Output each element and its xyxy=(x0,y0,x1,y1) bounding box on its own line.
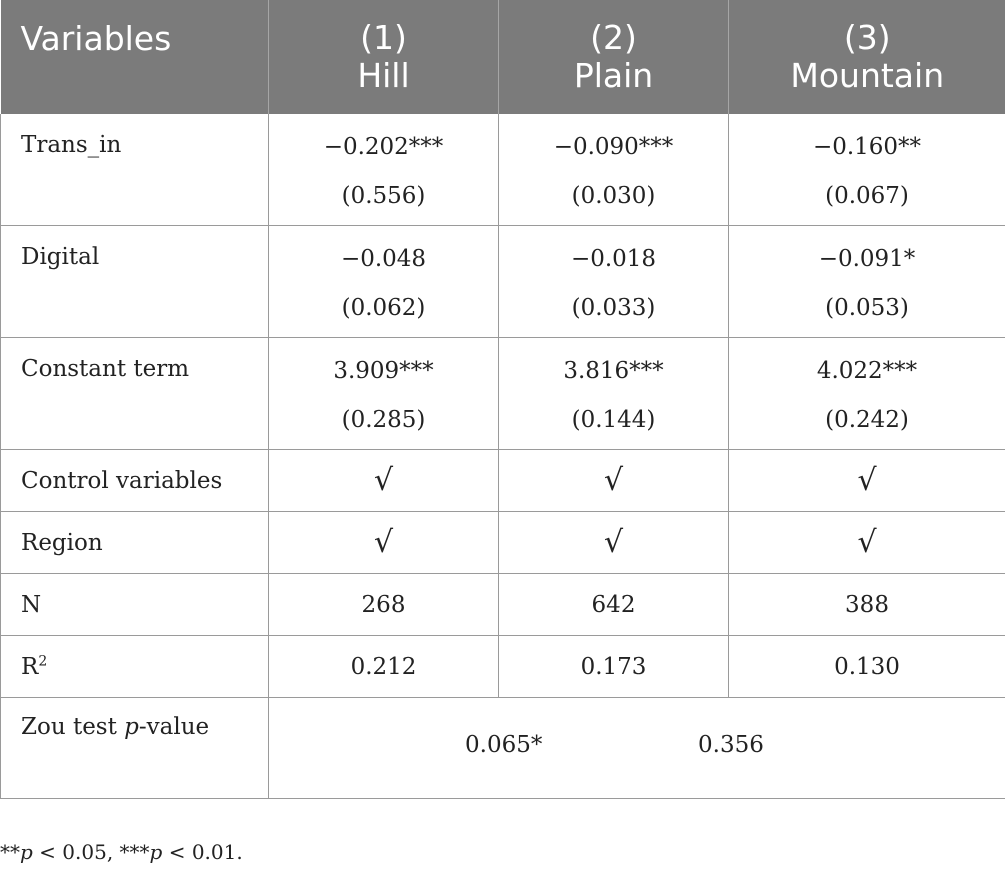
standard-error: (0.053) xyxy=(825,295,909,321)
check-mark: √ xyxy=(268,511,499,574)
footnote-text-2: < 0.01. xyxy=(162,840,243,864)
cell-hill: −0.202*** (0.556) xyxy=(268,114,499,226)
table-row-control-variables: Control variables √ √ √ xyxy=(0,449,1005,512)
header-col1-number: (1) xyxy=(360,18,407,57)
coefficient: −0.091* xyxy=(818,246,916,272)
zou-value-hill-plain: 0.065* xyxy=(465,732,543,758)
row-label: Zou test p-value xyxy=(0,697,269,799)
regression-table: Variables (1) Hill (2) Plain (3) Mountai… xyxy=(0,0,1005,799)
zou-value-plain-mountain: 0.356 xyxy=(698,732,764,758)
cell-mountain: −0.160** (0.067) xyxy=(728,114,1005,226)
cell-hill: 3.909*** (0.285) xyxy=(268,337,499,450)
standard-error: (0.062) xyxy=(341,295,426,321)
coefficient: −0.018 xyxy=(570,246,657,272)
row-label: Trans_in xyxy=(0,114,269,226)
table-row-region: Region √ √ √ xyxy=(0,511,1005,574)
cell-mountain: 0.130 xyxy=(728,635,1005,698)
check-mark: √ xyxy=(728,449,1005,512)
header-col2-name: Plain xyxy=(573,56,654,95)
cell-mountain: −0.091* (0.053) xyxy=(728,225,1005,338)
table-footnote: **p < 0.05, ***p < 0.01. xyxy=(0,840,243,864)
table-row-zou-test: Zou test p-value 0.065* 0.356 xyxy=(0,697,1005,799)
table-row-n: N 268 642 388 xyxy=(0,573,1005,636)
cell-hill: −0.048 (0.062) xyxy=(268,225,499,338)
header-col-plain: (2) Plain xyxy=(498,0,729,114)
table-row-digital: Digital −0.048 (0.062) −0.018 (0.033) −0… xyxy=(0,225,1005,338)
row-label: N xyxy=(0,573,269,636)
table-row-constant-term: Constant term 3.909*** (0.285) 3.816*** … xyxy=(0,337,1005,450)
zou-values-cell: 0.065* 0.356 xyxy=(268,697,1005,799)
coefficient: −0.160** xyxy=(812,134,922,160)
coefficient: 3.909*** xyxy=(333,358,434,384)
header-variables: Variables xyxy=(0,0,269,114)
cell-hill: 268 xyxy=(268,573,499,636)
row-label: Constant term xyxy=(0,337,269,450)
footnote-p-2: p xyxy=(149,840,163,864)
header-col2-number: (2) xyxy=(590,18,637,57)
coefficient: −0.090*** xyxy=(553,134,674,160)
header-col3-number: (3) xyxy=(843,18,891,57)
r-label: R xyxy=(21,653,39,680)
header-col1-name: Hill xyxy=(357,56,410,95)
check-mark: √ xyxy=(498,449,729,512)
standard-error: (0.067) xyxy=(825,183,909,209)
header-col3-name: Mountain xyxy=(790,56,945,95)
standard-error: (0.556) xyxy=(341,183,426,209)
check-mark: √ xyxy=(268,449,499,512)
coefficient: −0.048 xyxy=(340,246,427,272)
cell-plain: −0.090*** (0.030) xyxy=(498,114,729,226)
table-header: Variables (1) Hill (2) Plain (3) Mountai… xyxy=(0,0,1005,114)
standard-error: (0.144) xyxy=(571,407,656,433)
standard-error: (0.242) xyxy=(825,407,909,433)
row-label: Control variables xyxy=(0,449,269,512)
footnote-stars-1: ** xyxy=(0,840,20,864)
header-col-mountain: (3) Mountain xyxy=(728,0,1005,114)
header-col-hill: (1) Hill xyxy=(268,0,499,114)
cell-plain: 642 xyxy=(498,573,729,636)
coefficient: 4.022*** xyxy=(816,358,918,384)
zou-label-post: -value xyxy=(138,714,210,740)
table-row-trans-in: Trans_in −0.202*** (0.556) −0.090*** (0.… xyxy=(0,114,1005,226)
row-label: R2 xyxy=(0,635,269,698)
standard-error: (0.033) xyxy=(571,295,656,321)
footnote-text-1: < 0.05, *** xyxy=(32,840,150,864)
cell-mountain: 388 xyxy=(728,573,1005,636)
coefficient: −0.202*** xyxy=(323,134,444,160)
row-label: Region xyxy=(0,511,269,574)
cell-plain: −0.018 (0.033) xyxy=(498,225,729,338)
table-row-r-squared: R2 0.212 0.173 0.130 xyxy=(0,635,1005,698)
r-superscript: 2 xyxy=(38,652,48,669)
footnote-p-1: p xyxy=(20,840,33,864)
check-mark: √ xyxy=(728,511,1005,574)
check-mark: √ xyxy=(498,511,729,574)
cell-mountain: 4.022*** (0.242) xyxy=(728,337,1005,450)
zou-label-p: p xyxy=(124,714,139,740)
standard-error: (0.285) xyxy=(341,407,426,433)
zou-label-pre: Zou test xyxy=(21,714,125,740)
standard-error: (0.030) xyxy=(571,183,656,209)
cell-plain: 0.173 xyxy=(498,635,729,698)
cell-hill: 0.212 xyxy=(268,635,499,698)
row-label: Digital xyxy=(0,225,269,338)
coefficient: 3.816*** xyxy=(563,358,664,384)
cell-plain: 3.816*** (0.144) xyxy=(498,337,729,450)
